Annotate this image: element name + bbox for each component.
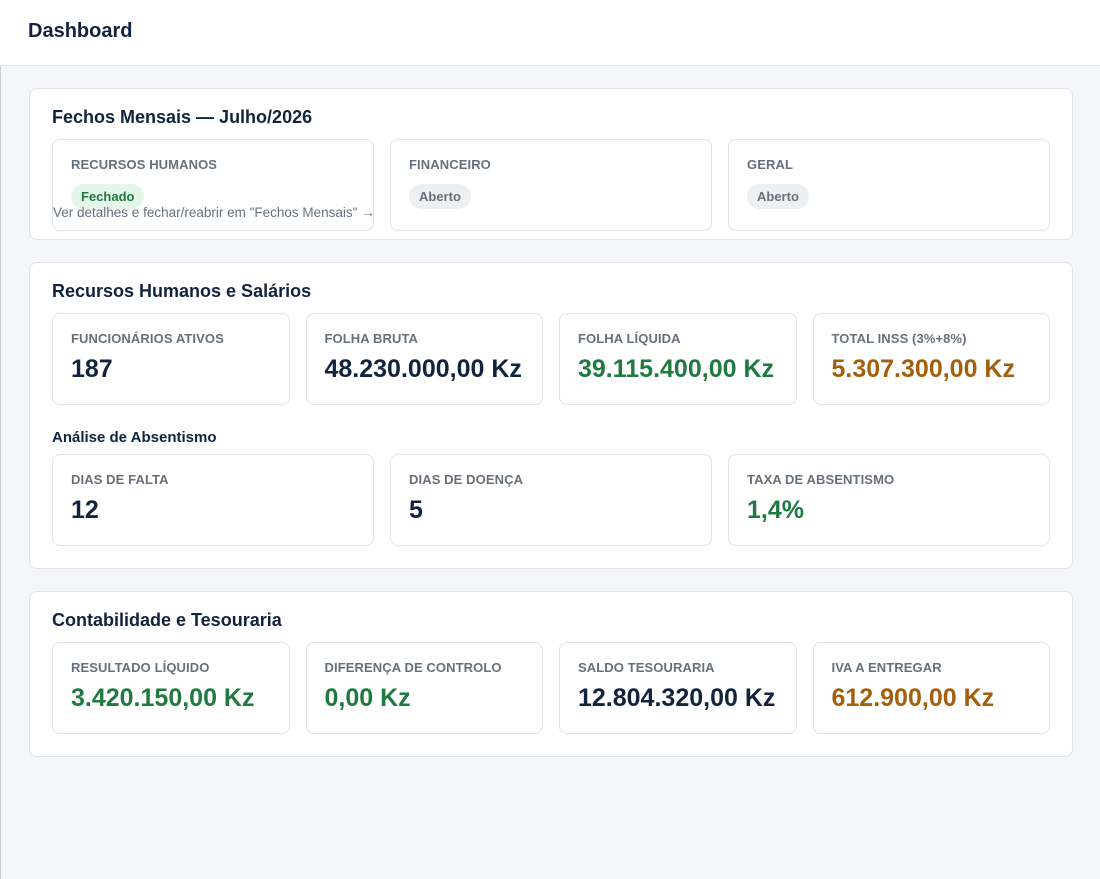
monthly-closings-section: Fechos Mensais — Julho/2026 RECURSOS HUM… — [29, 88, 1073, 240]
hr-kpi-grid: FUNCIONÁRIOS ATIVOS 187 FOLHA BRUTA 48.2… — [52, 313, 1050, 405]
kpi-label: DIAS DE FALTA — [71, 472, 169, 487]
kpi-label: TAXA DE ABSENTISMO — [747, 472, 895, 487]
accounting-treasury-title: Contabilidade e Tesouraria — [52, 610, 282, 630]
status-badge-open: Aberto — [409, 184, 471, 209]
kpi-card-net-payroll: FOLHA LÍQUIDA 39.115.400,00 Kz — [559, 313, 797, 405]
status-badge-closed: Fechado — [71, 184, 145, 209]
absenteeism-kpi-grid: DIAS DE FALTA 12 DIAS DE DOENÇA 5 TAXA D… — [52, 454, 1050, 546]
kpi-card-control-difference: DIFERENÇA DE CONTROLO 0,00 Kz — [305, 642, 543, 734]
kpi-value: 3.420.150,00 Kz — [71, 684, 255, 712]
accounting-kpi-grid: RESULTADO LÍQUIDO 3.420.150,00 Kz DIFERE… — [52, 642, 1050, 734]
status-badge-open: Aberto — [747, 184, 809, 209]
kpi-card-net-result: RESULTADO LÍQUIDO 3.420.150,00 Kz — [52, 642, 290, 734]
kpi-label: RESULTADO LÍQUIDO — [71, 660, 210, 675]
absenteeism-title: Análise de Absentismo — [52, 429, 217, 446]
kpi-value: 1,4% — [747, 496, 804, 524]
closing-card-label: GERAL — [747, 157, 793, 172]
kpi-label: DIAS DE DOENÇA — [409, 472, 524, 487]
closing-card-general: GERAL Aberto — [728, 139, 1050, 231]
kpi-value: 0,00 Kz — [324, 684, 411, 712]
kpi-card-absenteeism-rate: TAXA DE ABSENTISMO 1,4% — [728, 454, 1050, 546]
kpi-card-vat-payable: IVA A ENTREGAR 612.900,00 Kz — [812, 642, 1050, 734]
closing-card-label: FINANCEIRO — [409, 157, 491, 172]
dashboard-main: Fechos Mensais — Julho/2026 RECURSOS HUM… — [0, 66, 1100, 879]
kpi-value: 187 — [71, 355, 113, 383]
kpi-label: IVA A ENTREGAR — [831, 660, 942, 675]
kpi-label: FUNCIONÁRIOS ATIVOS — [71, 331, 224, 346]
kpi-label: SALDO TESOURARIA — [578, 660, 715, 675]
hr-payroll-section: Recursos Humanos e Salários FUNCIONÁRIOS… — [29, 262, 1073, 569]
kpi-label: FOLHA BRUTA — [324, 331, 419, 346]
kpi-value: 5 — [409, 496, 423, 524]
kpi-label: TOTAL INSS (3%+8%) — [831, 331, 967, 346]
kpi-card-sick-days: DIAS DE DOENÇA 5 — [390, 454, 712, 546]
kpi-card-treasury-balance: SALDO TESOURARIA 12.804.320,00 Kz — [559, 642, 797, 734]
kpi-value: 48.230.000,00 Kz — [324, 355, 522, 383]
monthly-closings-title: Fechos Mensais — Julho/2026 — [52, 107, 313, 127]
kpi-value: 39.115.400,00 Kz — [578, 355, 774, 383]
kpi-label: DIFERENÇA DE CONTROLO — [324, 660, 502, 675]
kpi-card-total-inss: TOTAL INSS (3%+8%) 5.307.300,00 Kz — [812, 313, 1050, 405]
hr-payroll-title: Recursos Humanos e Salários — [52, 281, 312, 301]
page-title: Dashboard — [28, 20, 133, 42]
closing-card-label: RECURSOS HUMANOS — [71, 157, 218, 172]
closings-details-link[interactable]: Ver detalhes e fechar/reabrir em "Fechos… — [53, 205, 375, 220]
kpi-value: 12 — [71, 496, 99, 524]
kpi-label: FOLHA LÍQUIDA — [578, 331, 681, 346]
monthly-closings-grid: RECURSOS HUMANOS Fechado Ver detalhes e … — [52, 139, 1050, 231]
kpi-card-active-employees: FUNCIONÁRIOS ATIVOS 187 — [52, 313, 290, 405]
accounting-treasury-section: Contabilidade e Tesouraria RESULTADO LÍQ… — [29, 591, 1073, 757]
kpi-value: 612.900,00 Kz — [831, 684, 995, 712]
kpi-card-gross-payroll: FOLHA BRUTA 48.230.000,00 Kz — [305, 313, 543, 405]
kpi-card-absence-days: DIAS DE FALTA 12 — [52, 454, 374, 546]
closing-card-hr: RECURSOS HUMANOS Fechado Ver detalhes e … — [52, 139, 375, 231]
top-bar: Dashboard — [0, 0, 1100, 66]
kpi-value: 12.804.320,00 Kz — [578, 684, 776, 712]
kpi-value: 5.307.300,00 Kz — [831, 355, 1015, 383]
closing-card-financial: FINANCEIRO Aberto — [390, 139, 712, 231]
